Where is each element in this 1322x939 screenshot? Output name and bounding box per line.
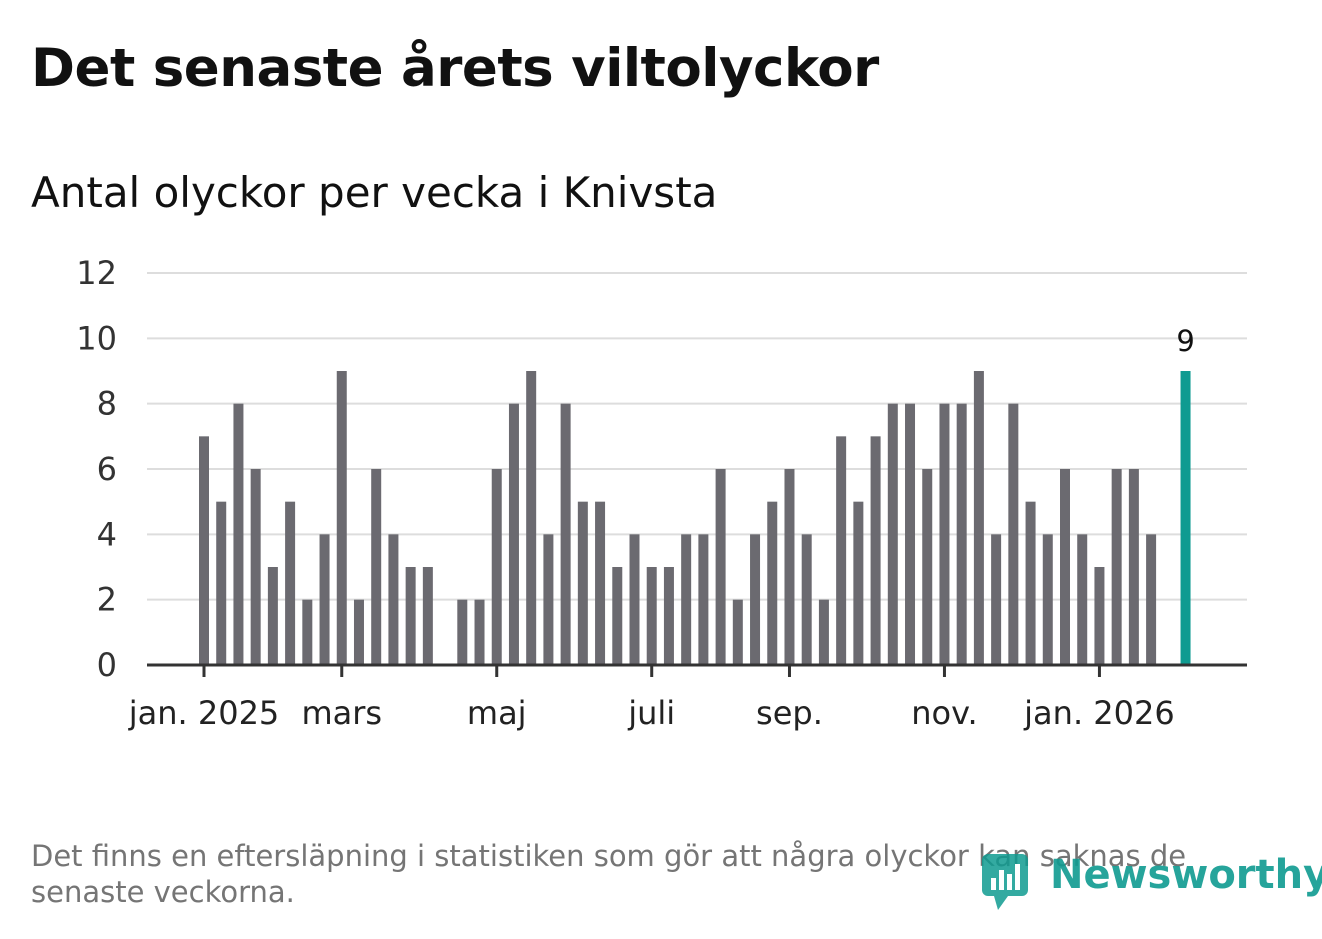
bar (818, 599, 829, 665)
bar (250, 469, 261, 665)
bar (1008, 403, 1019, 665)
bar (302, 599, 313, 665)
data-labels: 9 (1176, 324, 1194, 358)
bar (870, 436, 881, 665)
newsworthy-logo-text: Newsworthy (1050, 852, 1322, 898)
bar (991, 534, 1002, 665)
x-tick-label: juli (627, 694, 675, 732)
bar (422, 567, 433, 665)
x-tick-label: nov. (911, 694, 977, 732)
y-tick-label: 0 (97, 646, 117, 684)
bar (732, 599, 743, 665)
bar (474, 599, 485, 665)
bar (612, 567, 623, 665)
bar (905, 403, 916, 665)
bar-highlight (1180, 371, 1191, 665)
data-label: 9 (1176, 324, 1194, 358)
bar (750, 534, 761, 665)
bar (216, 501, 227, 665)
bar (1060, 469, 1070, 665)
bar (405, 567, 416, 665)
x-tick-label: mars (301, 694, 382, 732)
bar (1146, 534, 1157, 665)
bar (457, 599, 468, 665)
bar (784, 469, 795, 665)
bar (681, 534, 692, 665)
bar (199, 436, 209, 665)
chart-title: Det senaste årets viltolyckor (31, 38, 879, 99)
y-tick-label: 4 (97, 515, 117, 553)
bar (491, 469, 502, 665)
y-tick-label: 6 (97, 450, 117, 488)
bar (595, 501, 606, 665)
bar-chart: 0 2 4 6 8 10 12 9 jan. 2025 mars maj juli sep. nov.… (76, 254, 1247, 732)
bar (371, 469, 382, 665)
bar (1025, 501, 1036, 665)
bar (560, 403, 571, 665)
y-tick-label: 12 (76, 254, 117, 292)
bar (973, 371, 984, 665)
bar (543, 534, 554, 665)
y-tick-label: 8 (97, 385, 117, 423)
bars (199, 371, 1191, 665)
bar (336, 371, 347, 665)
bar (767, 501, 778, 665)
bar (388, 534, 399, 665)
bar (508, 403, 519, 665)
chart-subtitle: Antal olyckor per vecka i Knivsta (31, 168, 718, 217)
bar (1077, 534, 1088, 665)
bar (836, 436, 847, 665)
x-tick-label: sep. (756, 694, 823, 732)
bar (233, 403, 244, 665)
bar (267, 567, 278, 665)
y-axis-ticks: 0 2 4 6 8 10 12 (76, 254, 117, 684)
bar (1042, 534, 1053, 665)
newsworthy-logo: Newsworthy (980, 852, 1322, 912)
bar (629, 534, 640, 665)
x-tick-label: maj (467, 694, 527, 732)
bar (715, 469, 726, 665)
bar (353, 599, 364, 665)
bar (285, 501, 296, 665)
bar (319, 534, 330, 665)
x-axis-ticks: jan. 2025 mars maj juli sep. nov. jan. 2026 (128, 665, 1175, 732)
bar (526, 371, 537, 665)
bar (956, 403, 967, 665)
newsworthy-logo-icon (982, 854, 1028, 910)
y-tick-label: 10 (76, 319, 117, 357)
bar (853, 501, 864, 665)
bar (646, 567, 657, 665)
bar (1111, 469, 1122, 665)
bar (801, 534, 812, 665)
bar (1094, 567, 1105, 665)
bar (922, 469, 933, 665)
x-tick-label: jan. 2026 (1023, 694, 1175, 732)
bar (698, 534, 709, 665)
bar (939, 403, 950, 665)
bar (577, 501, 588, 665)
x-tick-label: jan. 2025 (128, 694, 280, 732)
bar (1128, 469, 1139, 665)
bar (887, 403, 898, 665)
y-tick-label: 2 (97, 581, 117, 619)
bar (663, 567, 674, 665)
